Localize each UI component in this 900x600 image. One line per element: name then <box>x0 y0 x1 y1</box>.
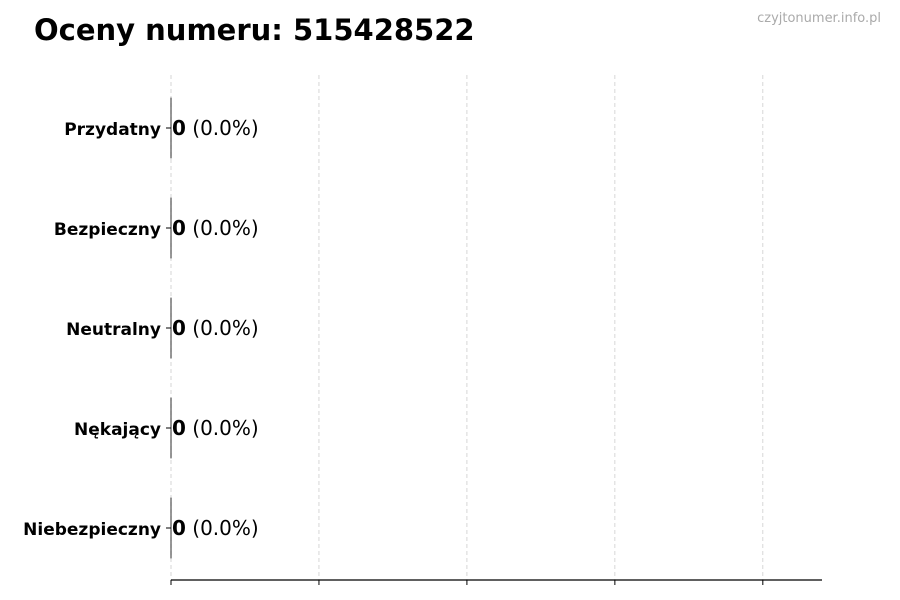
value-count: 0 <box>172 316 186 340</box>
value-percent: (0.0%) <box>186 416 259 440</box>
value-percent: (0.0%) <box>186 216 259 240</box>
value-count: 0 <box>172 216 186 240</box>
value-percent: (0.0%) <box>186 316 259 340</box>
value-count: 0 <box>172 116 186 140</box>
value-percent: (0.0%) <box>186 116 259 140</box>
category-label: Nękający <box>74 420 161 440</box>
watermark: czyjtonumer.info.pl <box>757 11 881 26</box>
category-label: Neutralny <box>66 320 161 340</box>
category-label: Bezpieczny <box>54 220 161 240</box>
value-label: 0 (0.0%) <box>172 216 259 240</box>
value-count: 0 <box>172 416 186 440</box>
chart-title: Oceny numeru: 515428522 <box>34 13 475 47</box>
value-count: 0 <box>172 516 186 540</box>
value-label: 0 (0.0%) <box>172 516 259 540</box>
category-label: Przydatny <box>64 120 161 140</box>
value-label: 0 (0.0%) <box>172 416 259 440</box>
value-label: 0 (0.0%) <box>172 116 259 140</box>
value-label: 0 (0.0%) <box>172 316 259 340</box>
category-label: Niebezpieczny <box>23 520 161 540</box>
value-percent: (0.0%) <box>186 516 259 540</box>
